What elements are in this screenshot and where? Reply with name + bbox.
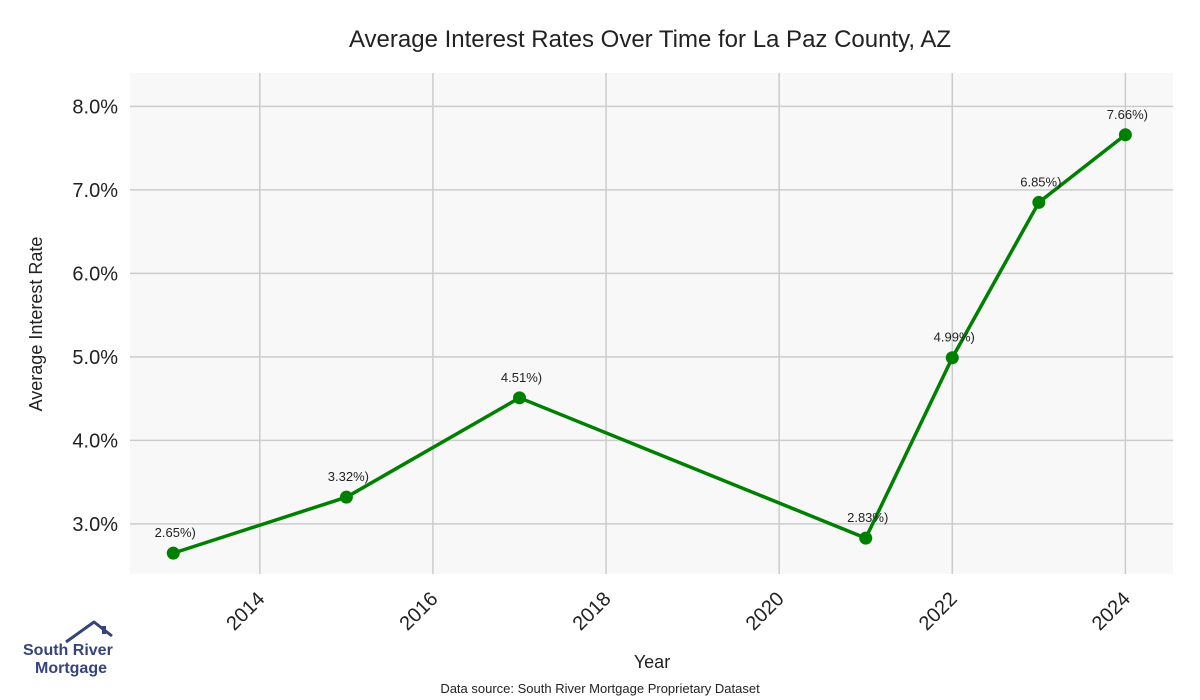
data-label: 7.66%) [1107, 107, 1148, 122]
y-tick-label: 5.0% [72, 347, 118, 369]
y-axis-ticks: 3.0% 4.0% 5.0% 6.0% 7.0% 8.0% [72, 96, 118, 536]
x-axis-label: Year [634, 652, 670, 672]
data-point [1118, 128, 1132, 142]
data-point [166, 546, 180, 560]
data-point [859, 531, 873, 545]
data-point [513, 391, 527, 405]
data-label: 2.65%) [155, 525, 196, 540]
house-roof-icon [65, 620, 113, 644]
logo-text-line1: South River [23, 642, 113, 659]
y-tick-label: 4.0% [72, 430, 118, 452]
data-source-note: Data source: South River Mortgage Propri… [440, 681, 760, 696]
y-axis-label: Average Interest Rate [26, 237, 46, 412]
data-point [945, 351, 959, 365]
data-label: 4.99%) [934, 330, 975, 345]
plot-area [130, 73, 1173, 574]
logo-text-line2: Mortgage [35, 660, 107, 677]
y-tick-label: 6.0% [72, 263, 118, 285]
data-label: 3.32%) [328, 469, 369, 484]
data-labels: 2.65%) 3.32%) 4.51%) 2.83%) 4.99%) 6.85%) 7.66… [155, 107, 1148, 540]
chart-title: Average Interest Rates Over Time for La … [349, 26, 951, 53]
data-point [1032, 195, 1046, 209]
x-tick-label: 2016 [395, 588, 442, 635]
x-tick-label: 2020 [742, 588, 789, 635]
data-label: 2.83%) [847, 510, 888, 525]
company-logo: South River Mortgage [18, 620, 128, 680]
y-tick-label: 8.0% [72, 96, 118, 118]
x-tick-label: 2018 [569, 588, 616, 635]
x-tick-label: 2022 [915, 588, 962, 635]
data-label: 4.51%) [501, 370, 542, 385]
x-axis-ticks: 2014 2016 2018 2020 2022 2024 [222, 588, 1135, 635]
y-tick-label: 7.0% [72, 180, 118, 202]
data-label: 6.85%) [1020, 174, 1061, 189]
x-tick-label: 2014 [222, 588, 269, 635]
x-tick-label: 2024 [1088, 588, 1135, 635]
grid-lines [130, 73, 1173, 574]
data-point [339, 490, 353, 504]
y-tick-label: 3.0% [72, 514, 118, 536]
series-line-group [166, 128, 1132, 560]
